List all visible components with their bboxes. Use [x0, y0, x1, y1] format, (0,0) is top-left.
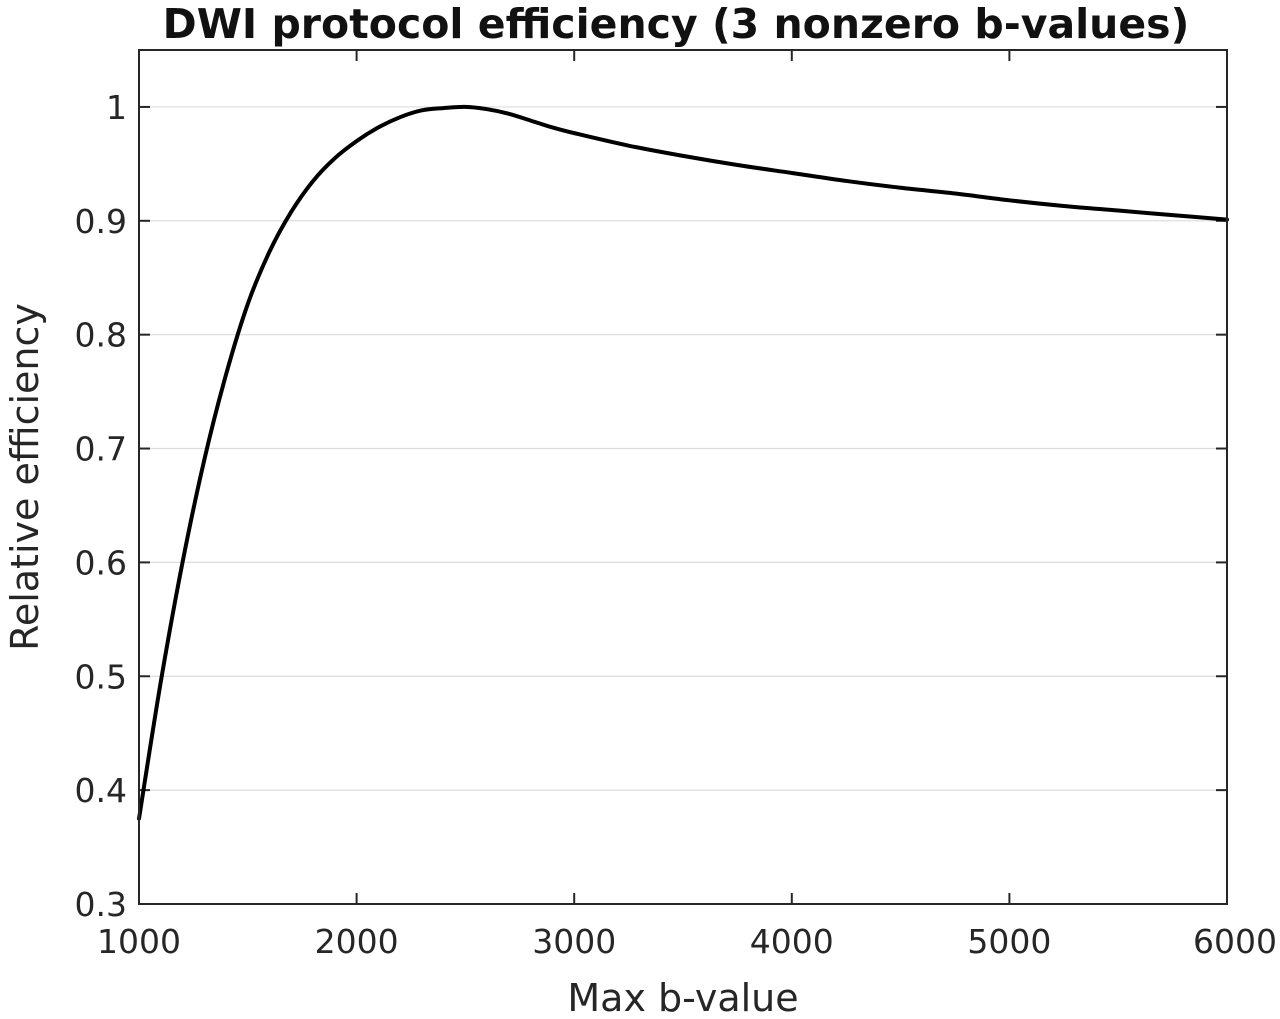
- x-tick-label: 3000: [532, 922, 616, 961]
- y-tick-label: 0.5: [75, 657, 127, 696]
- data-series: [137, 104, 1229, 821]
- y-tick-label: 0.4: [75, 771, 127, 810]
- y-tick-label: 1: [106, 88, 127, 127]
- axis-ticks: 0.3 0.4 0.5 0.6 0.7 0.8 0.9 1 1000 2000 3000 4000 50…: [75, 50, 1277, 961]
- y-tick-label: 0.9: [75, 202, 127, 241]
- x-tick-label: 4000: [750, 922, 834, 961]
- x-tick-label: 2000: [315, 922, 399, 961]
- chart-title: DWI protocol efficiency (3 nonzero b-val…: [163, 0, 1190, 48]
- grid-lines: [139, 106, 1227, 791]
- y-tick-label: 0.8: [75, 316, 127, 355]
- efficiency-curve: [137, 104, 1229, 821]
- x-tick-label: 6000: [1193, 922, 1277, 961]
- y-tick-label: 0.3: [75, 885, 127, 924]
- plot-area-frame: [138, 49, 1228, 905]
- y-tick-label: 0.7: [75, 430, 127, 469]
- y-axis-label: Relative efficiency: [3, 303, 47, 651]
- x-axis-label: Max b-value: [567, 976, 798, 1019]
- y-tick-label: 0.6: [75, 543, 127, 582]
- x-tick-label: 5000: [967, 922, 1051, 961]
- x-tick-label: 1000: [97, 922, 181, 961]
